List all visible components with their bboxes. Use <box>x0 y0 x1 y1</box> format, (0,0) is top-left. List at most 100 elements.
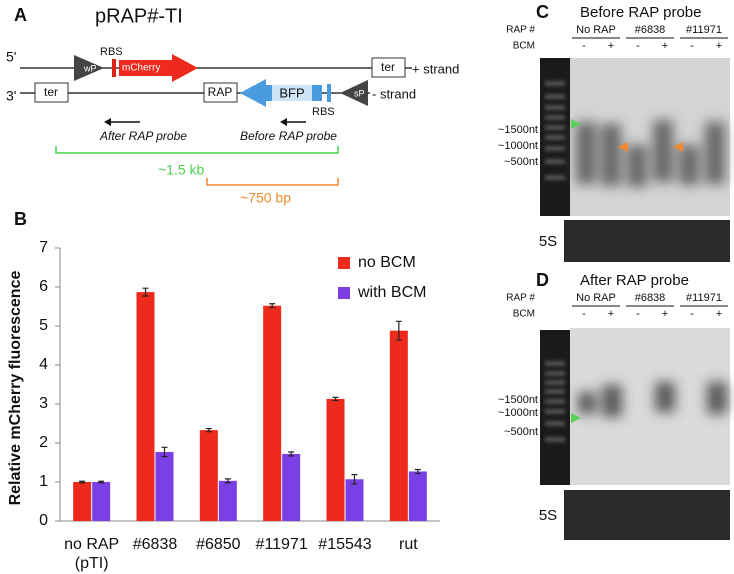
legend-swatch <box>338 257 350 269</box>
label: RBS <box>312 106 335 118</box>
label: - strand <box>372 86 416 101</box>
gel-c <box>540 58 730 262</box>
gel-title: Before RAP probe <box>580 4 701 21</box>
legend-label: with BCM <box>357 284 426 301</box>
label: BCM <box>513 309 535 320</box>
rbs <box>112 59 116 77</box>
bar <box>263 305 282 521</box>
panel-a: A pRAP#-TI 5' 3' wP RBS mCherry ter + st… <box>6 5 459 206</box>
label: BCM <box>513 41 535 52</box>
blot <box>570 328 730 485</box>
y-tick-label: 2 <box>39 434 48 451</box>
legend-swatch <box>338 287 350 299</box>
bar <box>92 482 111 521</box>
span-bracket <box>206 178 339 186</box>
bar <box>345 479 364 521</box>
x-tick-label: #15543 <box>318 536 372 553</box>
label: RBS <box>100 46 123 58</box>
error-bar <box>395 320 402 341</box>
mcherry-gene <box>119 54 198 82</box>
error-bar <box>79 480 86 484</box>
probe-arrow <box>104 118 111 126</box>
bar <box>218 480 237 521</box>
y-tick-label: 6 <box>39 278 48 295</box>
label: 5' <box>6 49 16 65</box>
construct-title: pRAP#-TI <box>95 5 183 27</box>
bar <box>326 398 345 521</box>
marker-arrow <box>571 413 581 423</box>
label: ~750 bp <box>240 190 291 206</box>
panel-letter: B <box>14 209 27 229</box>
bcm-mark: + <box>662 40 668 52</box>
label: ~1.5 kb <box>158 162 205 178</box>
error-bar <box>351 473 358 485</box>
label: Before RAP probe <box>240 129 337 143</box>
error-bar <box>205 427 212 433</box>
marker-arrow <box>673 142 683 152</box>
y-tick-label: 3 <box>39 395 48 412</box>
bar <box>389 330 408 521</box>
label: RAP # <box>506 293 535 304</box>
span-bracket <box>55 146 339 154</box>
x-tick-label: #6850 <box>196 536 241 553</box>
bcm-mark: - <box>690 40 694 52</box>
label: + strand <box>412 61 459 76</box>
blot <box>570 58 730 216</box>
rbs <box>327 84 331 102</box>
y-tick-label: 7 <box>39 239 48 256</box>
bcm-mark: + <box>716 40 722 52</box>
bar <box>199 430 218 521</box>
size-label: ~1500nt <box>498 394 538 406</box>
chart: 0 1 2 3 4 5 6 7 no BCM with BCM <box>39 239 440 529</box>
y-tick-label: 1 <box>39 473 48 490</box>
bcm-mark: + <box>608 40 614 52</box>
label: wP <box>83 63 97 73</box>
label: ter <box>44 85 58 99</box>
y-axis-title: Relative mCherry fluorescence <box>7 271 24 506</box>
error-bar <box>98 480 105 484</box>
label: After RAP probe <box>99 129 187 143</box>
probe-arrow <box>280 118 287 126</box>
lane-group: #6838 <box>635 24 666 36</box>
bcm-mark: + <box>662 308 668 320</box>
bar <box>155 451 174 521</box>
bcm-mark: + <box>716 308 722 320</box>
gel-d <box>540 328 730 540</box>
label: RAP # <box>506 25 535 36</box>
lane-group: No RAP <box>576 292 616 304</box>
label: sP <box>354 88 365 98</box>
panel-letter: C <box>536 2 549 22</box>
size-label: ~1500nt <box>498 124 538 136</box>
rap-site <box>203 82 238 103</box>
size-label: ~1000nt <box>498 407 538 419</box>
error-bar <box>288 451 295 457</box>
size-label: ~500nt <box>504 426 538 438</box>
promoter <box>340 80 368 106</box>
ladder-lane <box>540 330 570 485</box>
terminator <box>371 57 406 78</box>
y-tick-label: 4 <box>39 356 48 373</box>
label: RAP <box>208 85 233 99</box>
y-tick-label: 0 <box>39 512 48 529</box>
x-tick-label: rut <box>398 536 418 553</box>
bar <box>408 471 427 521</box>
marker-arrow <box>618 142 628 152</box>
bcm-mark: - <box>582 308 586 320</box>
label: 3' <box>6 88 16 104</box>
gel-title: After RAP probe <box>580 272 689 289</box>
lane-group: No RAP <box>576 24 616 36</box>
lane-group: #11971 <box>686 292 722 304</box>
panel-letter: A <box>14 5 27 25</box>
bar <box>136 292 155 521</box>
bcm-mark: - <box>690 308 694 320</box>
legend-label: no BCM <box>358 254 416 271</box>
bar <box>73 482 92 521</box>
error-bar <box>269 303 276 309</box>
error-bar <box>224 478 231 484</box>
error-bar <box>142 287 149 297</box>
bcm-mark: + <box>608 308 614 320</box>
label: ter <box>381 60 395 74</box>
panel-letter: D <box>536 270 549 290</box>
